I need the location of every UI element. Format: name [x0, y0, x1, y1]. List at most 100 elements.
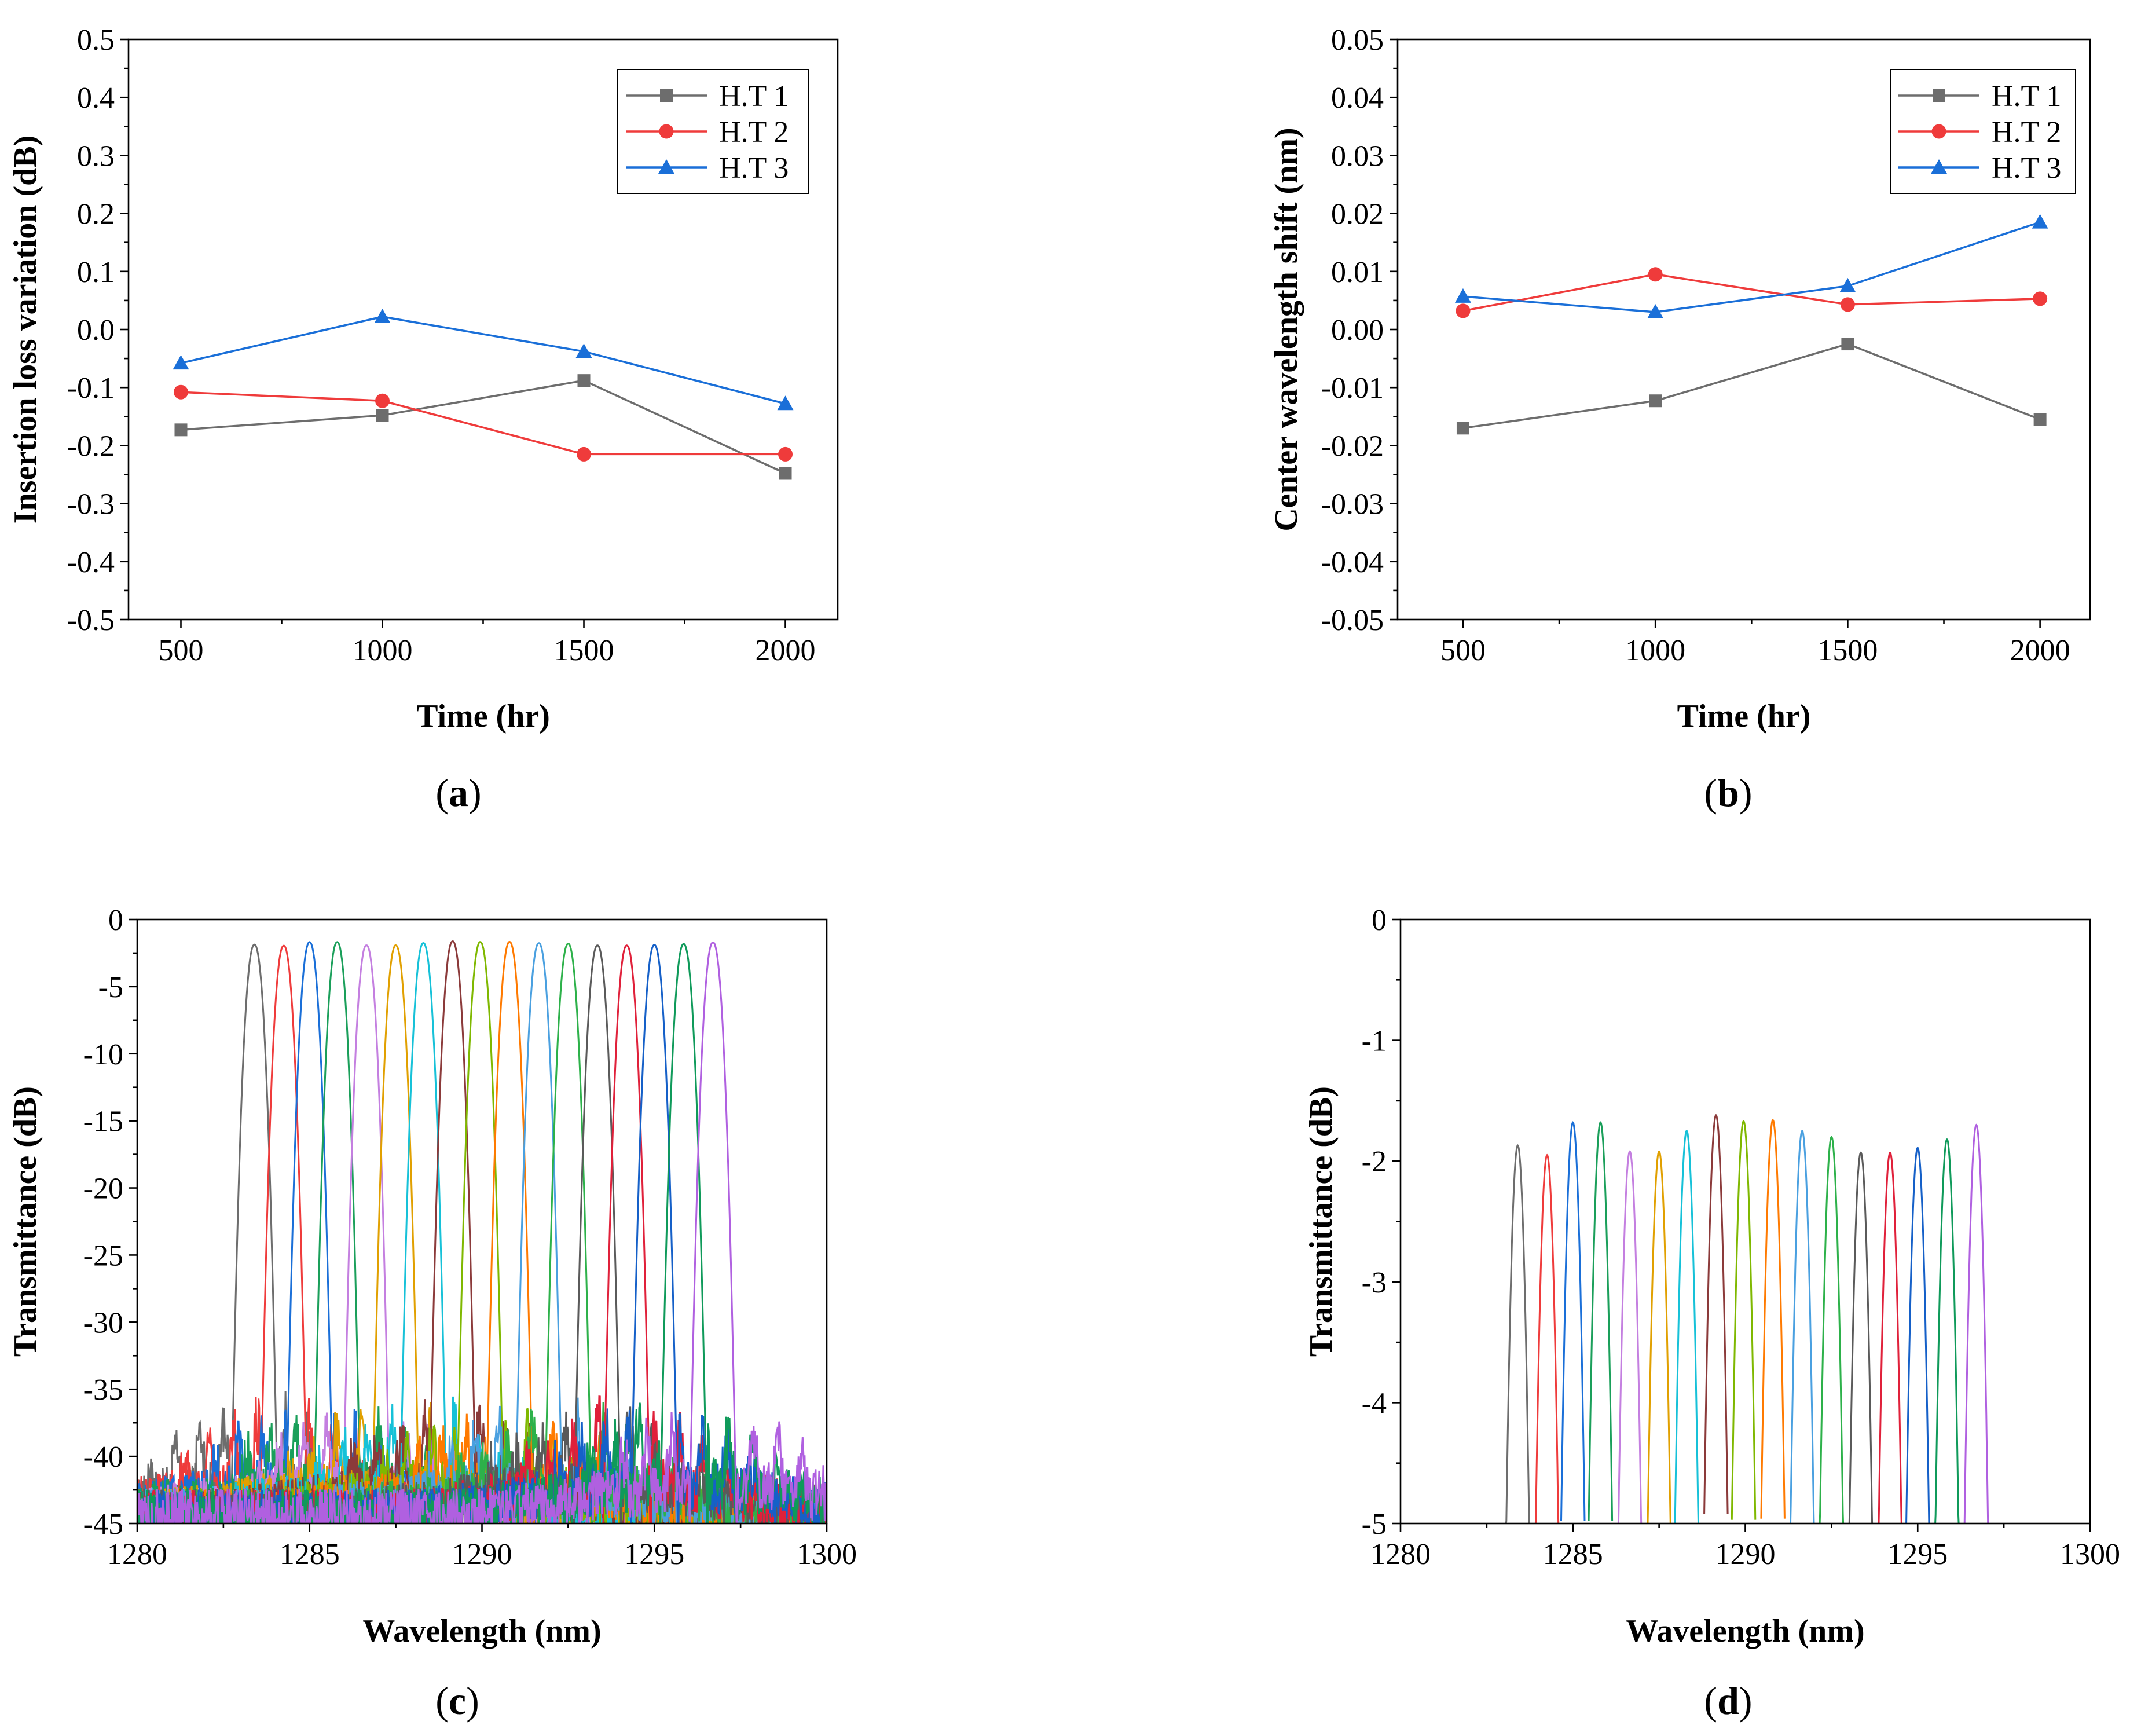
- y-tick-label-a: 0.5: [77, 24, 115, 57]
- y-tick-label-c: -10: [83, 1038, 123, 1071]
- caption-letter: a: [449, 771, 468, 815]
- channel-spectrum-d-9: [1731, 1120, 1757, 1520]
- x-tick-label-c: 1280: [107, 1538, 167, 1571]
- y-tick-label-b: -0.05: [1321, 604, 1384, 637]
- series-group-a: [173, 308, 794, 480]
- y-tick-label-b: -0.04: [1321, 546, 1384, 579]
- panel-caption-c: (c): [435, 1679, 479, 1723]
- channel-spectrum-c-1: [137, 943, 827, 1523]
- y-tick-label-c: -40: [83, 1441, 123, 1474]
- data-point-b-2: [1456, 303, 1471, 318]
- channel-spectrum-d-17: [1963, 1123, 1989, 1523]
- x-tick-label-c: 1295: [624, 1538, 684, 1571]
- caption-letter: b: [1717, 771, 1739, 815]
- legend-b: H.T 1H.T 2H.T 3: [1890, 69, 2076, 194]
- panel-a: -0.5 -0.4 -0.3 -0.2 -0.1 0.0 0.1 0.2 0.3 0.4 0.5 50…: [8, 24, 839, 815]
- data-point-b-1: [1456, 422, 1469, 435]
- ticks-a: -0.5 -0.4 -0.3 -0.2 -0.1 0.0 0.1 0.2 0.3 0.4 0.5 50…: [67, 24, 816, 667]
- channel-spectrum-d-16: [1934, 1138, 1960, 1523]
- caption-open-paren: (: [435, 771, 449, 815]
- y-axis-title-a: Insertion loss variation (dB): [8, 135, 43, 524]
- x-tick-label-b: 1000: [1625, 634, 1685, 667]
- y-tick-label-c: -20: [83, 1173, 123, 1206]
- y-tick-label-b: -0.03: [1321, 488, 1384, 521]
- ticks-c: -45 -40 -35 -30 -25 -20 -15 -10 -5 0 1280 1285 1290 1…: [83, 904, 857, 1571]
- ticks-d: -5 -4 -3 -2 -1 0 1280 1285 1290 1295 1300: [1362, 904, 2120, 1571]
- data-point-a-3: [575, 343, 592, 358]
- y-tick-label-a: 0.2: [77, 198, 115, 231]
- channel-spectrum-d-14: [1878, 1151, 1902, 1523]
- y-tick-label-c: -35: [83, 1374, 123, 1407]
- channel-spectrum-d-2: [1534, 1153, 1560, 1523]
- spectra-group-c: [137, 940, 827, 1523]
- legend-marker-b: [1933, 89, 1945, 102]
- y-tick-label-c: -30: [83, 1306, 123, 1339]
- legend-marker-a: [658, 159, 674, 174]
- channel-spectrum-d-4: [1588, 1121, 1614, 1521]
- x-tick-label-a: 2000: [756, 634, 816, 667]
- x-tick-label-b: 1500: [1817, 634, 1878, 667]
- legend-a: H.T 1H.T 2H.T 3: [617, 69, 809, 194]
- data-point-b-3: [2032, 214, 2048, 229]
- y-tick-label-d: -5: [1362, 1508, 1387, 1541]
- caption-open-paren: (: [435, 1679, 449, 1723]
- data-point-a-3: [374, 308, 391, 323]
- y-tick-label-a: 0.3: [77, 140, 115, 173]
- data-point-a-1: [376, 409, 389, 422]
- panel-d: -5 -4 -3 -2 -1 0 1280 1285 1290 1295 1300 Wavelengt…: [1303, 904, 2120, 1723]
- y-tick-label-d: -1: [1362, 1025, 1387, 1058]
- caption-letter: c: [449, 1679, 466, 1723]
- data-point-b-2: [2033, 291, 2048, 306]
- y-tick-label-c: -5: [98, 971, 123, 1004]
- y-tick-label-b: -0.02: [1321, 430, 1384, 463]
- channel-spectrum-d-11: [1790, 1129, 1815, 1523]
- legend-label-a: H.T 2: [719, 116, 789, 149]
- y-tick-label-c: -15: [83, 1105, 123, 1138]
- y-tick-label-a: -0.3: [67, 488, 115, 521]
- data-point-b-3: [1839, 277, 1856, 292]
- data-point-a-1: [174, 423, 188, 437]
- caption-close-paren: ): [466, 1679, 479, 1723]
- panel-caption-a: (a): [435, 771, 481, 815]
- data-point-b-2: [1648, 267, 1663, 282]
- channel-spectrum-d-5: [1617, 1150, 1643, 1523]
- x-tick-label-b: 500: [1440, 634, 1486, 667]
- data-point-a-2: [173, 384, 188, 400]
- legend-marker-a: [659, 124, 674, 139]
- x-tick-label-c: 1285: [280, 1538, 340, 1571]
- y-tick-label-d: -3: [1362, 1266, 1387, 1299]
- x-axis-title-b: Time (hr): [1677, 698, 1811, 734]
- y-tick-label-d: -4: [1362, 1387, 1387, 1420]
- legend-label-b: H.T 1: [1992, 80, 2061, 113]
- y-tick-label-b: 0.02: [1331, 198, 1384, 231]
- y-tick-label-a: 0.0: [77, 314, 115, 347]
- y-tick-label-a: -0.1: [67, 372, 115, 405]
- y-tick-label-c: 0: [108, 904, 123, 937]
- data-point-b-3: [1454, 288, 1471, 303]
- y-axis-title-b: Center wavelength shift (nm): [1269, 127, 1304, 531]
- data-point-a-3: [777, 395, 794, 411]
- caption-open-paren: (: [1704, 1679, 1717, 1723]
- y-tick-label-b: 0.03: [1331, 140, 1384, 173]
- data-point-b-2: [1840, 297, 1855, 312]
- channel-spectrum-d-12: [1819, 1136, 1845, 1523]
- series-line-a-2: [181, 391, 786, 456]
- legend-marker-b: [1931, 159, 1947, 174]
- channel-spectrum-d-10: [1760, 1119, 1786, 1519]
- data-point-b-1: [1841, 338, 1854, 351]
- x-axis-title-d: Wavelength (nm): [1626, 1613, 1864, 1649]
- y-tick-label-b: 0.05: [1331, 24, 1384, 57]
- y-tick-label-d: -2: [1362, 1145, 1387, 1178]
- legend-label-b: H.T 2: [1992, 116, 2061, 149]
- series-group-b: [1454, 214, 2048, 435]
- x-tick-label-d: 1280: [1370, 1538, 1431, 1571]
- x-tick-label-d: 1285: [1543, 1538, 1603, 1571]
- data-point-a-3: [173, 355, 189, 370]
- x-axis-title-a: Time (hr): [416, 698, 550, 734]
- data-point-b-3: [1647, 303, 1664, 318]
- x-tick-label-a: 1500: [554, 634, 614, 667]
- x-tick-label-d: 1290: [1715, 1538, 1776, 1571]
- channel-spectrum-d-7: [1674, 1129, 1699, 1523]
- y-tick-label-a: 0.4: [77, 82, 115, 115]
- channel-spectrum-d-13: [1848, 1151, 1874, 1523]
